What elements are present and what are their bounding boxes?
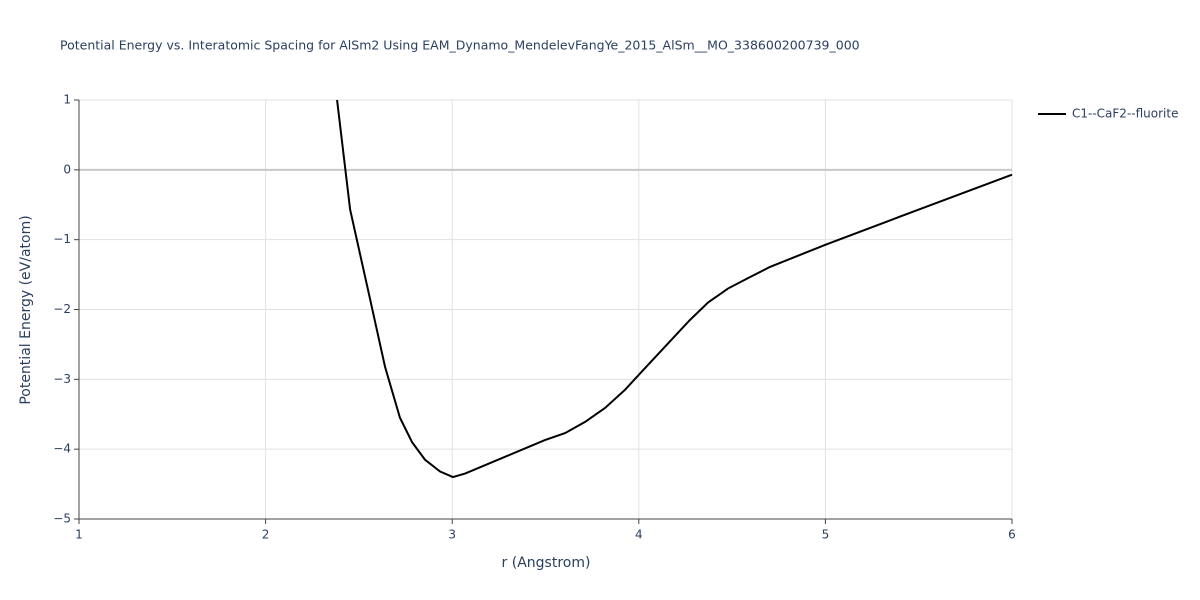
x-axis-label: r (Angstrom) <box>502 555 591 571</box>
chart-title: Potential Energy vs. Interatomic Spacing… <box>60 38 860 53</box>
data-line <box>336 99 1013 479</box>
y-tick-label: −2 <box>53 302 71 316</box>
y-tick-label: 0 <box>63 162 71 176</box>
x-tick-label: 1 <box>75 528 83 542</box>
y-tick-label: −5 <box>53 512 71 526</box>
x-tick-label: 6 <box>1008 528 1016 542</box>
x-tick-label: 4 <box>635 528 643 542</box>
y-tick-label: −1 <box>53 232 71 246</box>
x-tick-label: 2 <box>262 528 270 542</box>
y-tick-label: −4 <box>53 442 71 456</box>
x-tick-label: 5 <box>822 528 830 542</box>
y-tick-label: 1 <box>63 93 71 107</box>
x-tick-label: 3 <box>448 528 456 542</box>
legend-label: C1--CaF2--fluorite <box>1072 107 1178 121</box>
y-tick-label: −3 <box>53 372 71 386</box>
y-axis-label: Potential Energy (eV/atom) <box>18 215 34 404</box>
